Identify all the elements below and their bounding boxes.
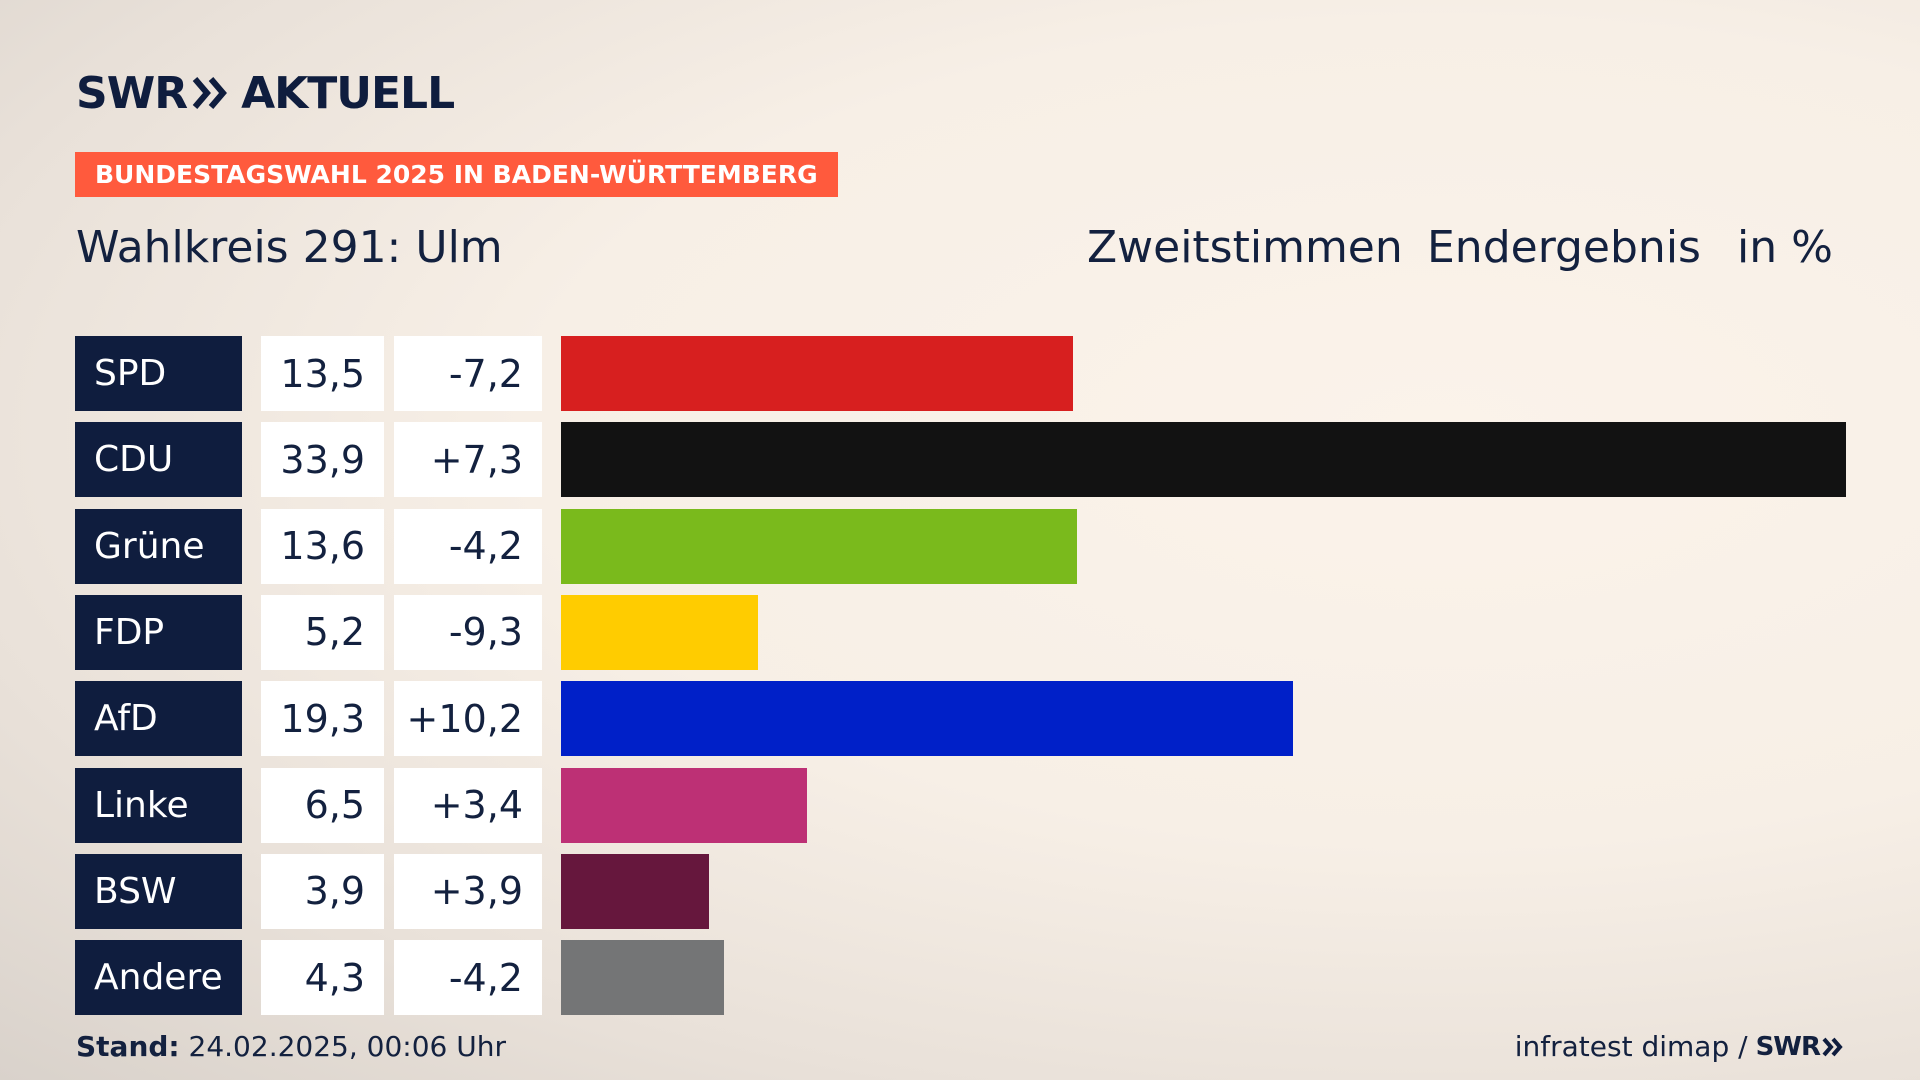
vote-type-label: Zweitstimmen <box>1087 222 1403 273</box>
vote-change-value: +3,9 <box>394 853 542 929</box>
vote-share-value: 5,2 <box>261 594 384 670</box>
party-label: Grüne <box>75 508 242 584</box>
vote-share-value: 4,3 <box>261 940 384 1016</box>
party-label: SPD <box>75 336 242 411</box>
party-label: AfD <box>75 681 242 757</box>
vote-change-value: +10,2 <box>394 681 542 757</box>
source-credit: infratest dimap / SWR <box>1515 1030 1844 1063</box>
vote-change-value: -4,2 <box>394 508 542 584</box>
vote-share-value: 19,3 <box>261 681 384 757</box>
footer-swr-logo: SWR <box>1755 1031 1821 1062</box>
stand-value: 24.02.2025, 00:06 Uhr <box>188 1030 506 1063</box>
party-label: CDU <box>75 422 242 498</box>
logo-swr-text: SWR <box>76 67 188 119</box>
result-bar <box>561 422 1846 498</box>
chart-title: Wahlkreis 291: Ulm <box>76 222 503 273</box>
logo-aktuell-text: AKTUELL <box>241 67 455 119</box>
stand-label: Stand: <box>76 1030 180 1063</box>
result-bar <box>561 336 1073 411</box>
source-text: infratest dimap / <box>1514 1030 1748 1063</box>
vote-change-value: +7,3 <box>394 422 542 498</box>
result-status-label: Endergebnis <box>1427 222 1701 273</box>
vote-change-value: -9,3 <box>394 594 542 670</box>
result-bar <box>561 594 759 670</box>
vote-share-value: 13,5 <box>261 336 384 411</box>
result-bar <box>561 940 724 1016</box>
vote-change-value: +3,4 <box>394 767 542 843</box>
vote-share-value: 3,9 <box>261 853 384 929</box>
timestamp: Stand: 24.02.2025, 00:06 Uhr <box>76 1030 506 1063</box>
vote-change-value: -7,2 <box>394 336 542 411</box>
vote-change-value: -4,2 <box>394 940 542 1016</box>
vote-share-value: 6,5 <box>261 767 384 843</box>
swr-aktuell-logo: SWR AKTUELL <box>76 67 455 119</box>
vote-share-value: 13,6 <box>261 508 384 584</box>
party-label: Linke <box>75 767 242 843</box>
party-label: BSW <box>75 853 242 929</box>
unit-label: in % <box>1737 222 1833 273</box>
election-badge: BUNDESTAGSWAHL 2025 IN BADEN-WÜRTTEMBERG <box>75 152 838 197</box>
result-bar <box>561 508 1077 584</box>
party-label: FDP <box>75 594 242 670</box>
party-label: Andere <box>75 940 242 1016</box>
result-bar <box>561 681 1293 757</box>
double-chevron-icon <box>1822 1037 1843 1056</box>
double-chevron-icon <box>192 77 228 109</box>
vote-share-value: 33,9 <box>261 422 384 498</box>
result-bar <box>561 853 709 929</box>
result-bar <box>561 767 808 843</box>
